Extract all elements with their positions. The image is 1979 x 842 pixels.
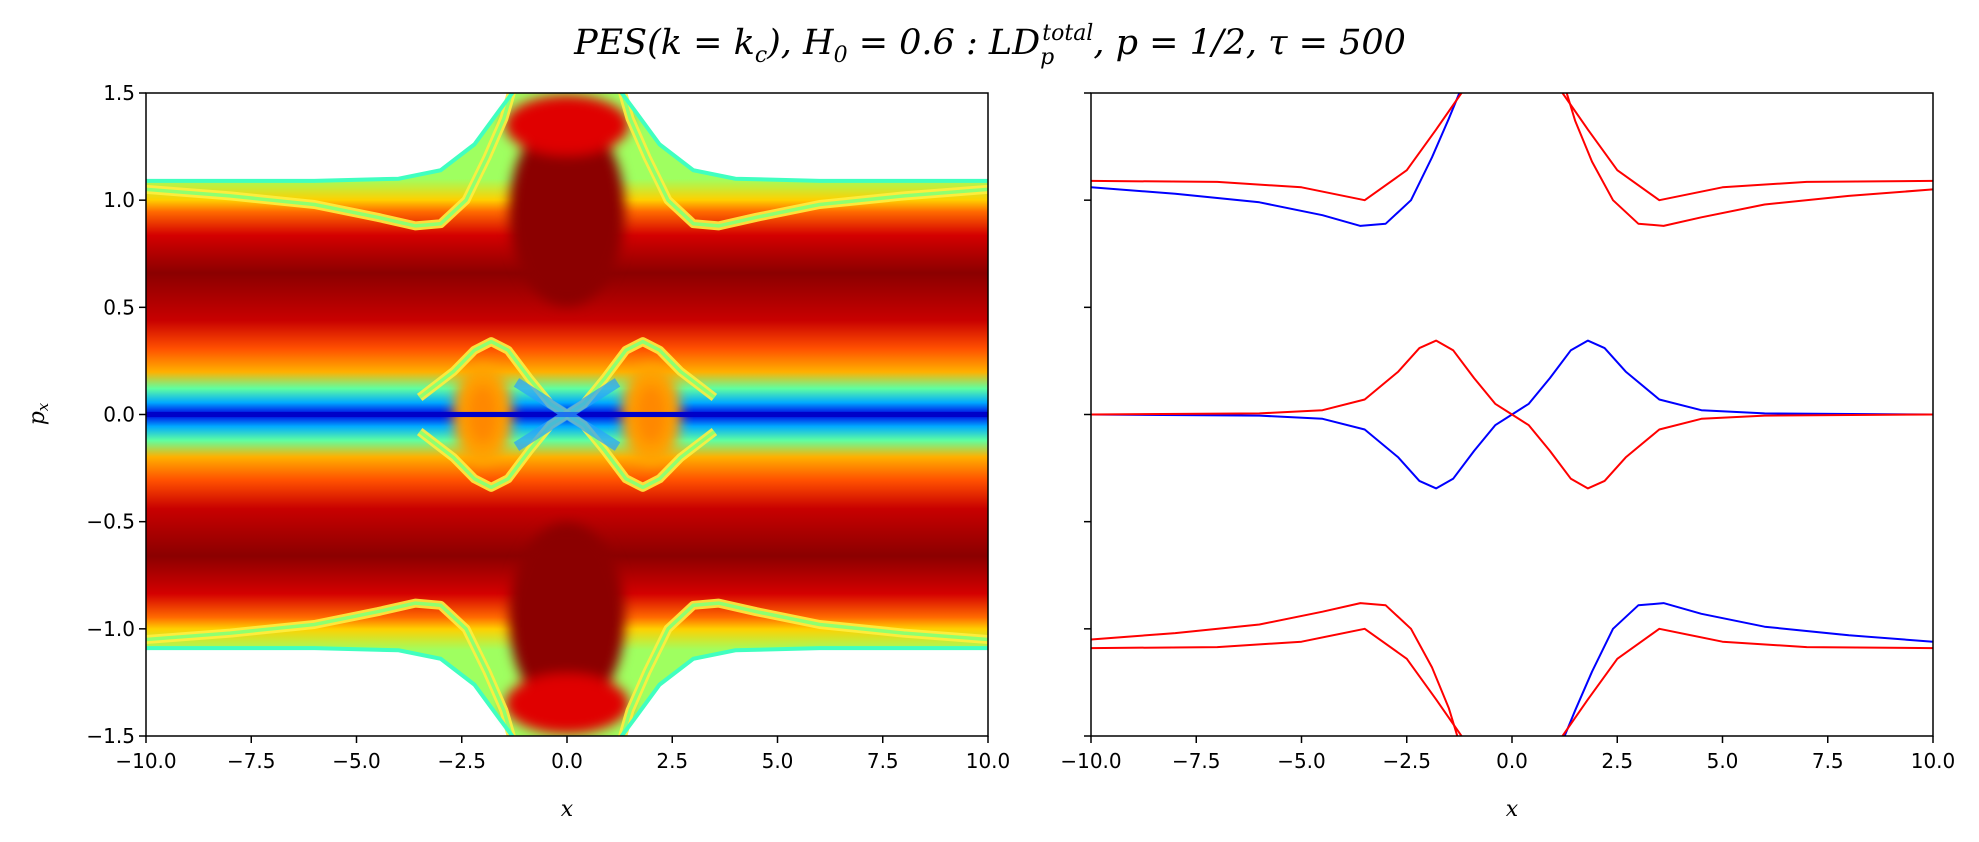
heatmap-boundary-rim xyxy=(146,93,515,183)
x-tick-label: −5.0 xyxy=(332,749,381,773)
red-manifold-curve xyxy=(1091,602,1459,736)
heatmap-blob xyxy=(505,673,629,734)
y-tick-label: −1.5 xyxy=(86,724,135,748)
x-tick-label: 0.0 xyxy=(1496,749,1528,773)
y-tick-label: 0.5 xyxy=(103,295,135,319)
y-tick-label: 1.0 xyxy=(103,188,135,212)
red-manifold-curve xyxy=(1091,627,1463,736)
x-tick-label: −5.0 xyxy=(1277,749,1326,773)
red-manifold-curve xyxy=(1091,339,1933,490)
chart-title: PES(k = kc), H0 = 0.6 : LDptotal, p = 1/… xyxy=(573,21,1406,70)
heatmap-ridge-core xyxy=(146,601,514,736)
heatmap-ridge-core xyxy=(146,93,514,228)
heatmap-blob xyxy=(509,115,625,306)
y-tick-label: 1.5 xyxy=(103,81,135,105)
x-tick-label: 5.0 xyxy=(1707,749,1739,773)
x-tick-label: 10.0 xyxy=(966,749,1011,773)
heatmap-blob xyxy=(509,523,625,714)
x-tick-label: 5.0 xyxy=(762,749,794,773)
ld-heatmap xyxy=(146,93,988,736)
x-tick-label: 10.0 xyxy=(1911,749,1956,773)
x-tick-label: 2.5 xyxy=(1601,749,1633,773)
blue-manifold-curve xyxy=(1091,93,1461,227)
blue-manifold-curve xyxy=(1563,602,1933,736)
heatmap-boundary-rim xyxy=(146,646,515,736)
heatmap-ridge-core xyxy=(620,93,988,228)
heatmap-blob xyxy=(505,95,629,156)
red-manifold-curve xyxy=(1561,93,1933,202)
x-tick-label: −10.0 xyxy=(115,749,176,773)
y-tick-label: −0.5 xyxy=(86,510,135,534)
heatmap-boundary-rim xyxy=(619,93,988,183)
x-tick-label: 0.0 xyxy=(551,749,583,773)
x-tick-label: 7.5 xyxy=(867,749,899,773)
ylabel: px xyxy=(25,402,52,425)
red-manifold-curve xyxy=(1091,93,1463,202)
x-tick-label: −2.5 xyxy=(1382,749,1431,773)
x-tick-label: −7.5 xyxy=(1172,749,1221,773)
x-tick-label: −10.0 xyxy=(1060,749,1121,773)
right-xlabel: x xyxy=(1506,797,1519,822)
manifold-lines xyxy=(1091,93,1933,736)
red-manifold-curve xyxy=(1561,627,1933,736)
right-ticks: −10.0 −7.5 −5.0 −2.5 0.0 2.5 5.0 7.5 10.0 xyxy=(1060,92,1956,773)
x-tick-label: 2.5 xyxy=(656,749,688,773)
heatmap-ridge-core xyxy=(620,601,988,736)
left-xlabel: x xyxy=(561,797,574,822)
left-ticks: −10.0 −7.5 −5.0 −2.5 0.0 2.5 5.0 7.5 10.0 −1.5 −1.… xyxy=(86,81,1010,773)
y-tick-label: −1.0 xyxy=(86,617,135,641)
x-tick-label: 7.5 xyxy=(1812,749,1844,773)
x-tick-label: −2.5 xyxy=(437,749,486,773)
heatmap-saddle xyxy=(513,378,621,451)
y-tick-label: 0.0 xyxy=(103,403,135,427)
x-tick-label: −7.5 xyxy=(227,749,276,773)
red-manifold-curve xyxy=(1565,93,1933,227)
heatmap-boundary-rim xyxy=(619,646,988,736)
